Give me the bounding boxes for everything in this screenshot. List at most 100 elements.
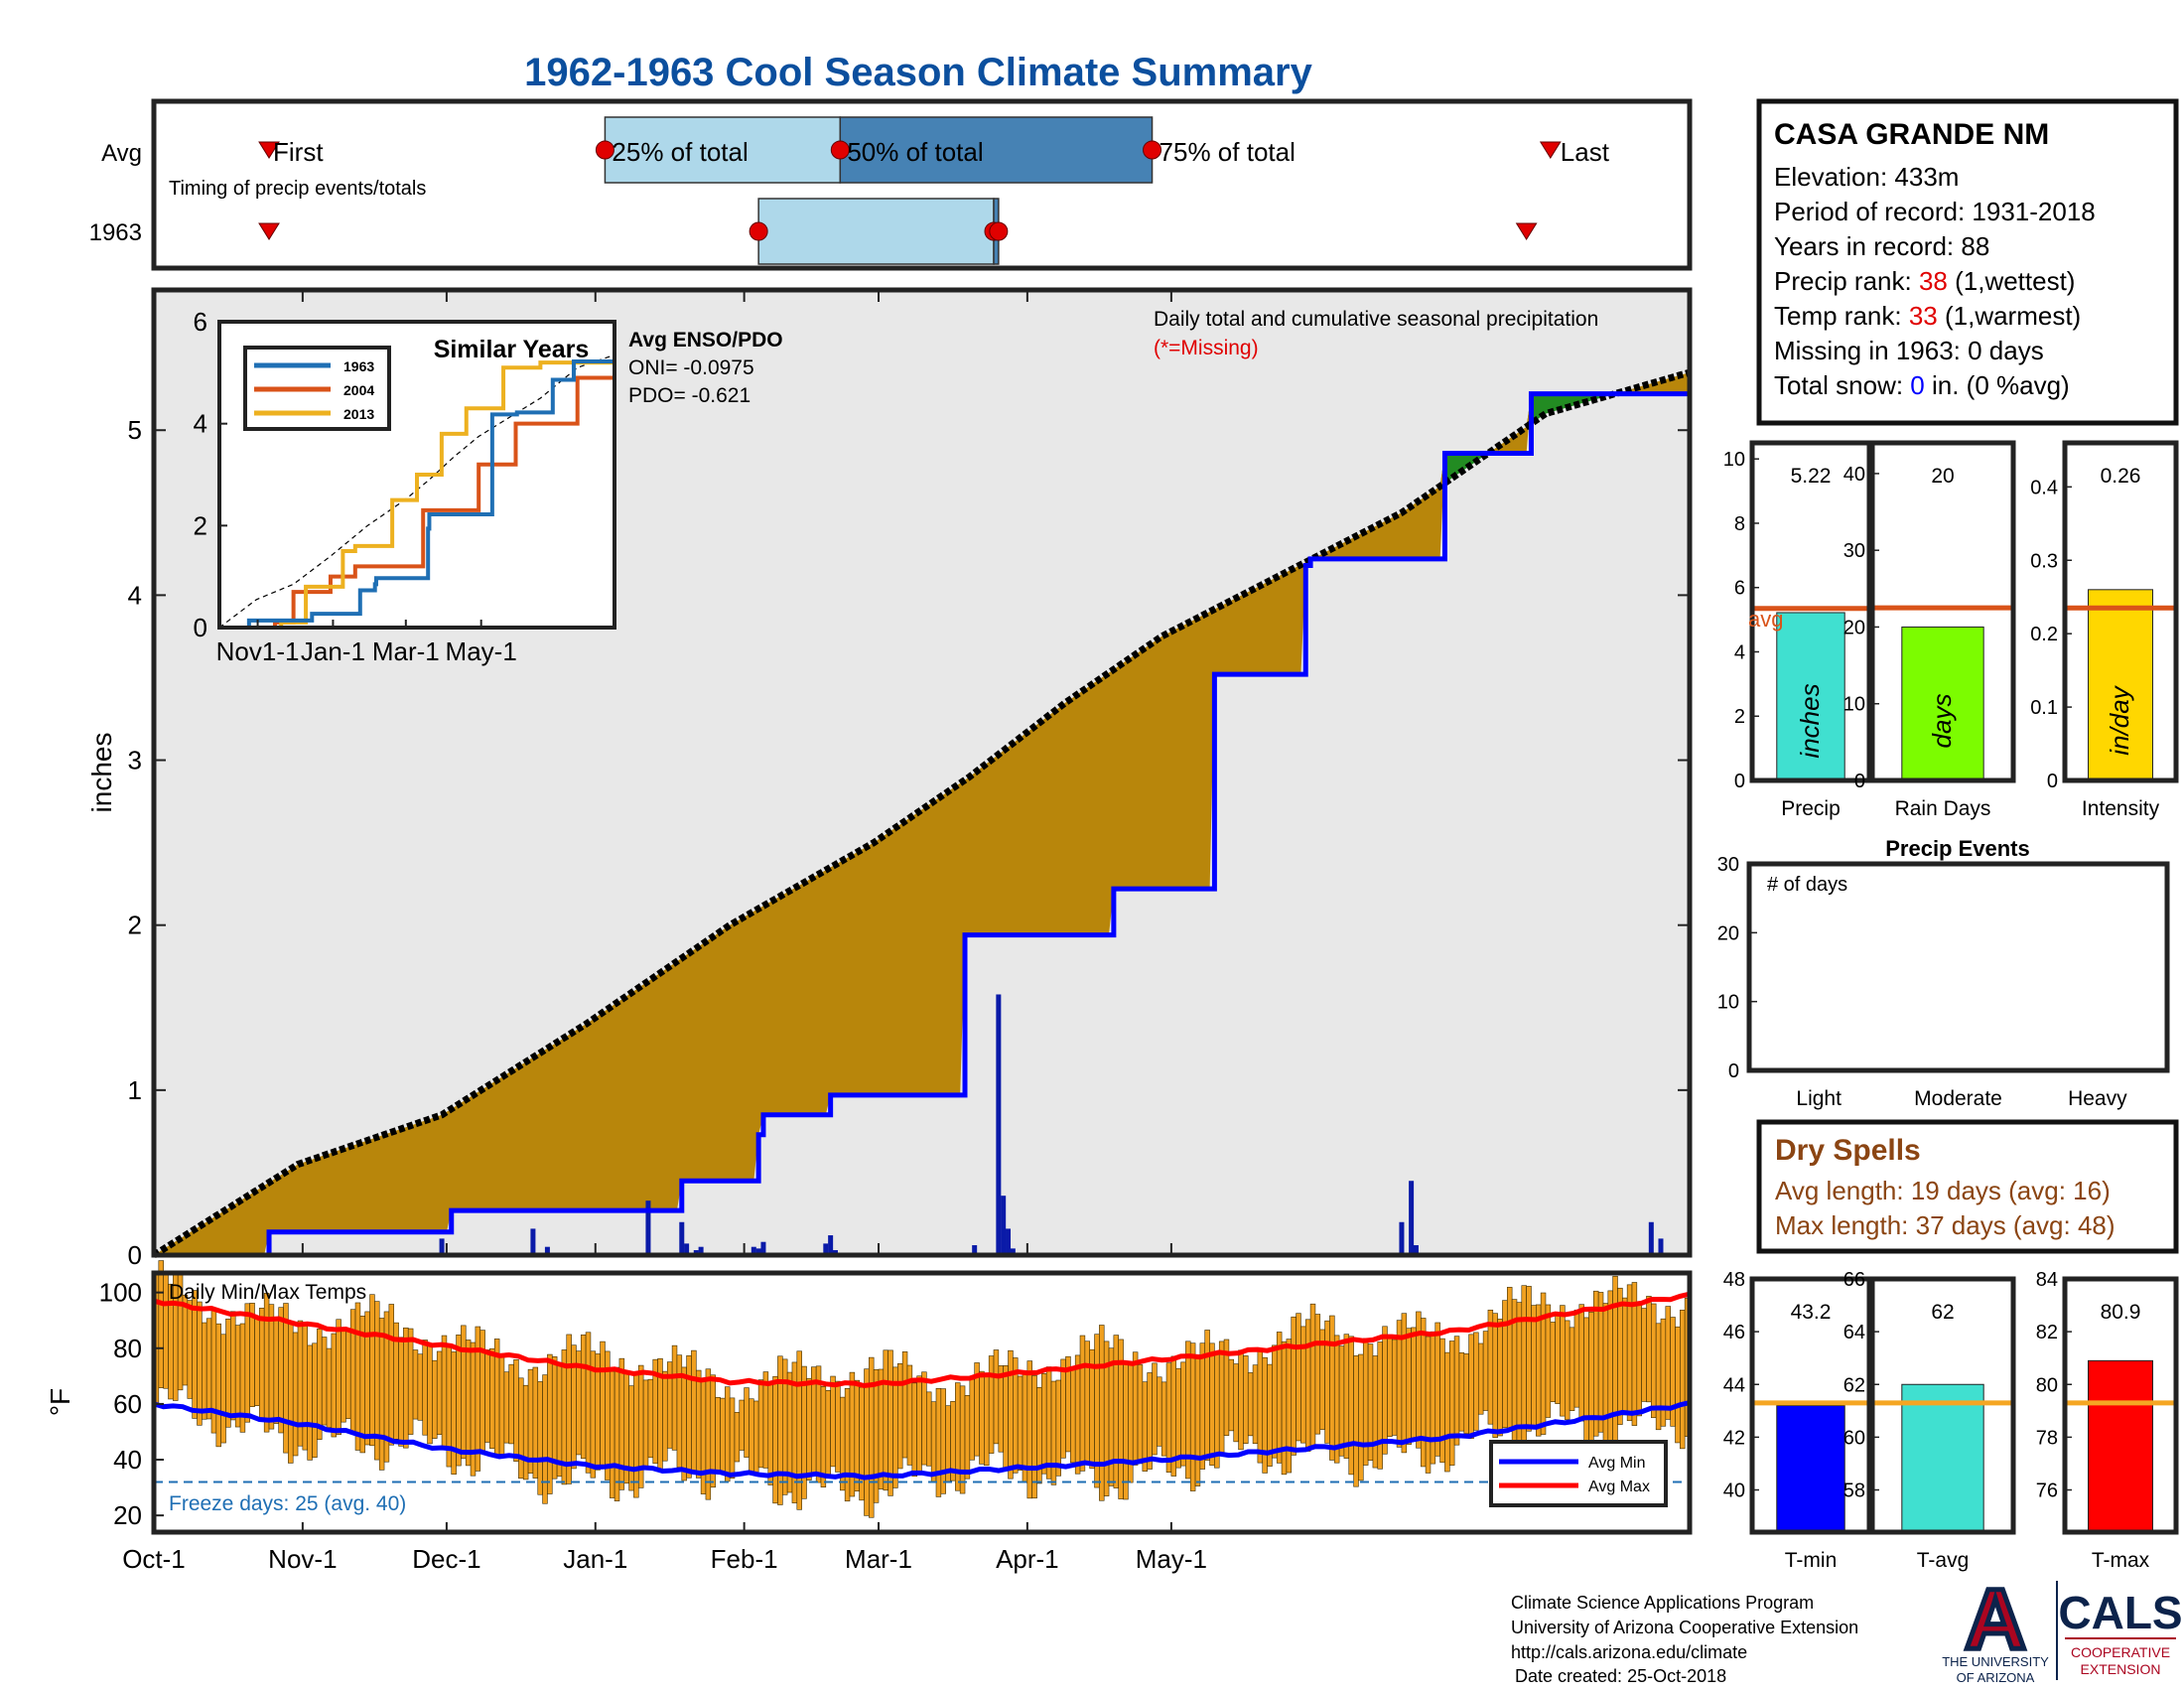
mini-value-label: 20 (1931, 465, 1954, 488)
daily-temp-bar (935, 1387, 942, 1497)
daily-temp-bar (1194, 1354, 1201, 1486)
inset-x-tick-label: Mar-1 (372, 636, 440, 666)
main-note: Daily total and cumulative seasonal prec… (1154, 308, 1598, 331)
daily-temp-bar (283, 1303, 289, 1454)
avg-box-25-50 (604, 116, 842, 184)
mini-chart-t-min: 40 42 44 46 48 43.2 T-min (1723, 1269, 1872, 1572)
temp-y-tick-label: 80 (113, 1334, 142, 1363)
events-title: Precip Events (1885, 836, 2030, 861)
daily-temp-bar (1612, 1275, 1618, 1444)
daily-temp-bar (762, 1371, 769, 1469)
cals-line-2: EXTENSION (2081, 1661, 2161, 1677)
daily-temp-bar (336, 1319, 341, 1436)
daily-temp-bar (767, 1382, 773, 1485)
daily-temp-bar (503, 1371, 510, 1444)
daily-temp-bar (1487, 1309, 1494, 1425)
mini-y-tick-label: 62 (1843, 1374, 1865, 1396)
daily-temp-bar (1655, 1323, 1662, 1431)
daily-temp-bar (1387, 1335, 1393, 1438)
daily-temp-bar (422, 1340, 428, 1436)
inset-y-tick-label: 6 (194, 307, 207, 337)
mini-value-label: 5.22 (1791, 465, 1832, 488)
inset-avg-line (218, 353, 615, 629)
mini-frame (2062, 440, 2179, 783)
daily-temp-bar (369, 1294, 375, 1447)
daily-temp-bar (412, 1349, 419, 1420)
daily-temp-bar (513, 1359, 519, 1463)
daily-temp-bar (911, 1382, 917, 1478)
daily-temp-bar (1074, 1354, 1081, 1475)
daily-temp-bar (354, 1302, 361, 1451)
daily-temp-bar (1651, 1303, 1657, 1419)
mini-y-tick-label: 0 (1734, 771, 1745, 792)
daily-precip-bar (751, 1246, 756, 1255)
daily-temp-bar (859, 1386, 865, 1501)
daily-temp-bar (1448, 1340, 1455, 1466)
daily-temp-bar (1045, 1366, 1052, 1480)
pct75-label: 75% of total (1160, 137, 1296, 167)
station-years: Years in record: 88 (1774, 231, 1989, 261)
daily-precip-bar (823, 1243, 829, 1255)
daily-temp-bar (734, 1412, 741, 1463)
mini-y-tick-label: 20 (1843, 617, 1865, 638)
daily-temp-bar (1252, 1364, 1259, 1445)
mini-y-tick-label: 78 (2036, 1427, 2058, 1449)
daily-temp-bar (1593, 1290, 1599, 1437)
cals-logo: CALS COOPERATIVE EXTENSION (2058, 1587, 2182, 1677)
events-frame (1746, 861, 2170, 1073)
daily-temp-bar (686, 1354, 692, 1479)
year-first-marker (258, 222, 280, 240)
daily-temp-bar (897, 1363, 903, 1470)
year-25-marker (749, 221, 768, 241)
events-category-label: Moderate (1914, 1087, 2002, 1110)
daily-temp-bar (220, 1334, 226, 1444)
mini-value-bar (1776, 612, 1845, 781)
daily-temp-bar (263, 1293, 270, 1433)
footer-line-3: http://cals.arizona.edu/climate (1511, 1642, 1747, 1662)
mini-chart-t-max: 76 78 80 82 84 80.9 T-max (2036, 1269, 2179, 1572)
daily-temp-bar (312, 1342, 318, 1459)
inset-line-2004 (219, 375, 614, 630)
daily-precip-bar (1413, 1245, 1419, 1255)
temperature-chart: 20 40 60 80 100 Daily Min/Max Temps Freeze d… (45, 1260, 1693, 1574)
daily-temp-bar (998, 1365, 1004, 1453)
daily-temp-bar (1463, 1353, 1469, 1434)
mini-y-tick-label: 42 (1723, 1427, 1745, 1449)
daily-temp-bar (825, 1390, 831, 1479)
daily-temp-bar (1123, 1360, 1129, 1500)
daily-temp-bar (432, 1359, 438, 1439)
daily-temp-bar (1243, 1355, 1249, 1444)
daily-temp-bar (1531, 1305, 1537, 1430)
month-tick-label: Mar-1 (845, 1544, 912, 1574)
inset-title: Similar Years (434, 336, 590, 363)
daily-temp-bar (225, 1318, 231, 1428)
first-label: First (273, 137, 324, 167)
daily-temp-bar (1506, 1287, 1513, 1432)
daily-temp-bar (1257, 1348, 1264, 1464)
pct50-label: 50% of total (847, 137, 983, 167)
daily-temp-bar (254, 1316, 260, 1406)
station-frame (1756, 98, 2179, 426)
daily-temp-bar (614, 1366, 620, 1501)
daily-temp-bar (498, 1353, 505, 1455)
daily-temp-bar (1228, 1358, 1235, 1432)
daily-temp-bar (441, 1335, 448, 1448)
last-label: Last (1561, 137, 1610, 167)
mini-value-bar (1901, 1383, 1984, 1533)
daily-temp-bar (1218, 1340, 1225, 1456)
mini-value-label: 80.9 (2101, 1301, 2141, 1324)
daily-temp-bar (695, 1369, 702, 1479)
daily-temp-bar (465, 1340, 472, 1467)
daily-temp-bar (1502, 1300, 1508, 1429)
daily-temp-bar (522, 1384, 529, 1481)
daily-temp-bar (1333, 1335, 1340, 1464)
mini-y-tick-label: 0.2 (2030, 624, 2058, 645)
daily-precip-bar (1010, 1248, 1016, 1255)
daily-temp-bar (835, 1380, 841, 1473)
daily-temp-bar (1607, 1290, 1613, 1452)
avg-cumulative-line (152, 368, 1691, 1258)
mini-y-tick-label: 66 (1843, 1269, 1865, 1291)
daily-temp-bar (849, 1371, 856, 1497)
inset-y-tick-label: 0 (194, 613, 207, 642)
daily-temp-bar (744, 1387, 750, 1458)
